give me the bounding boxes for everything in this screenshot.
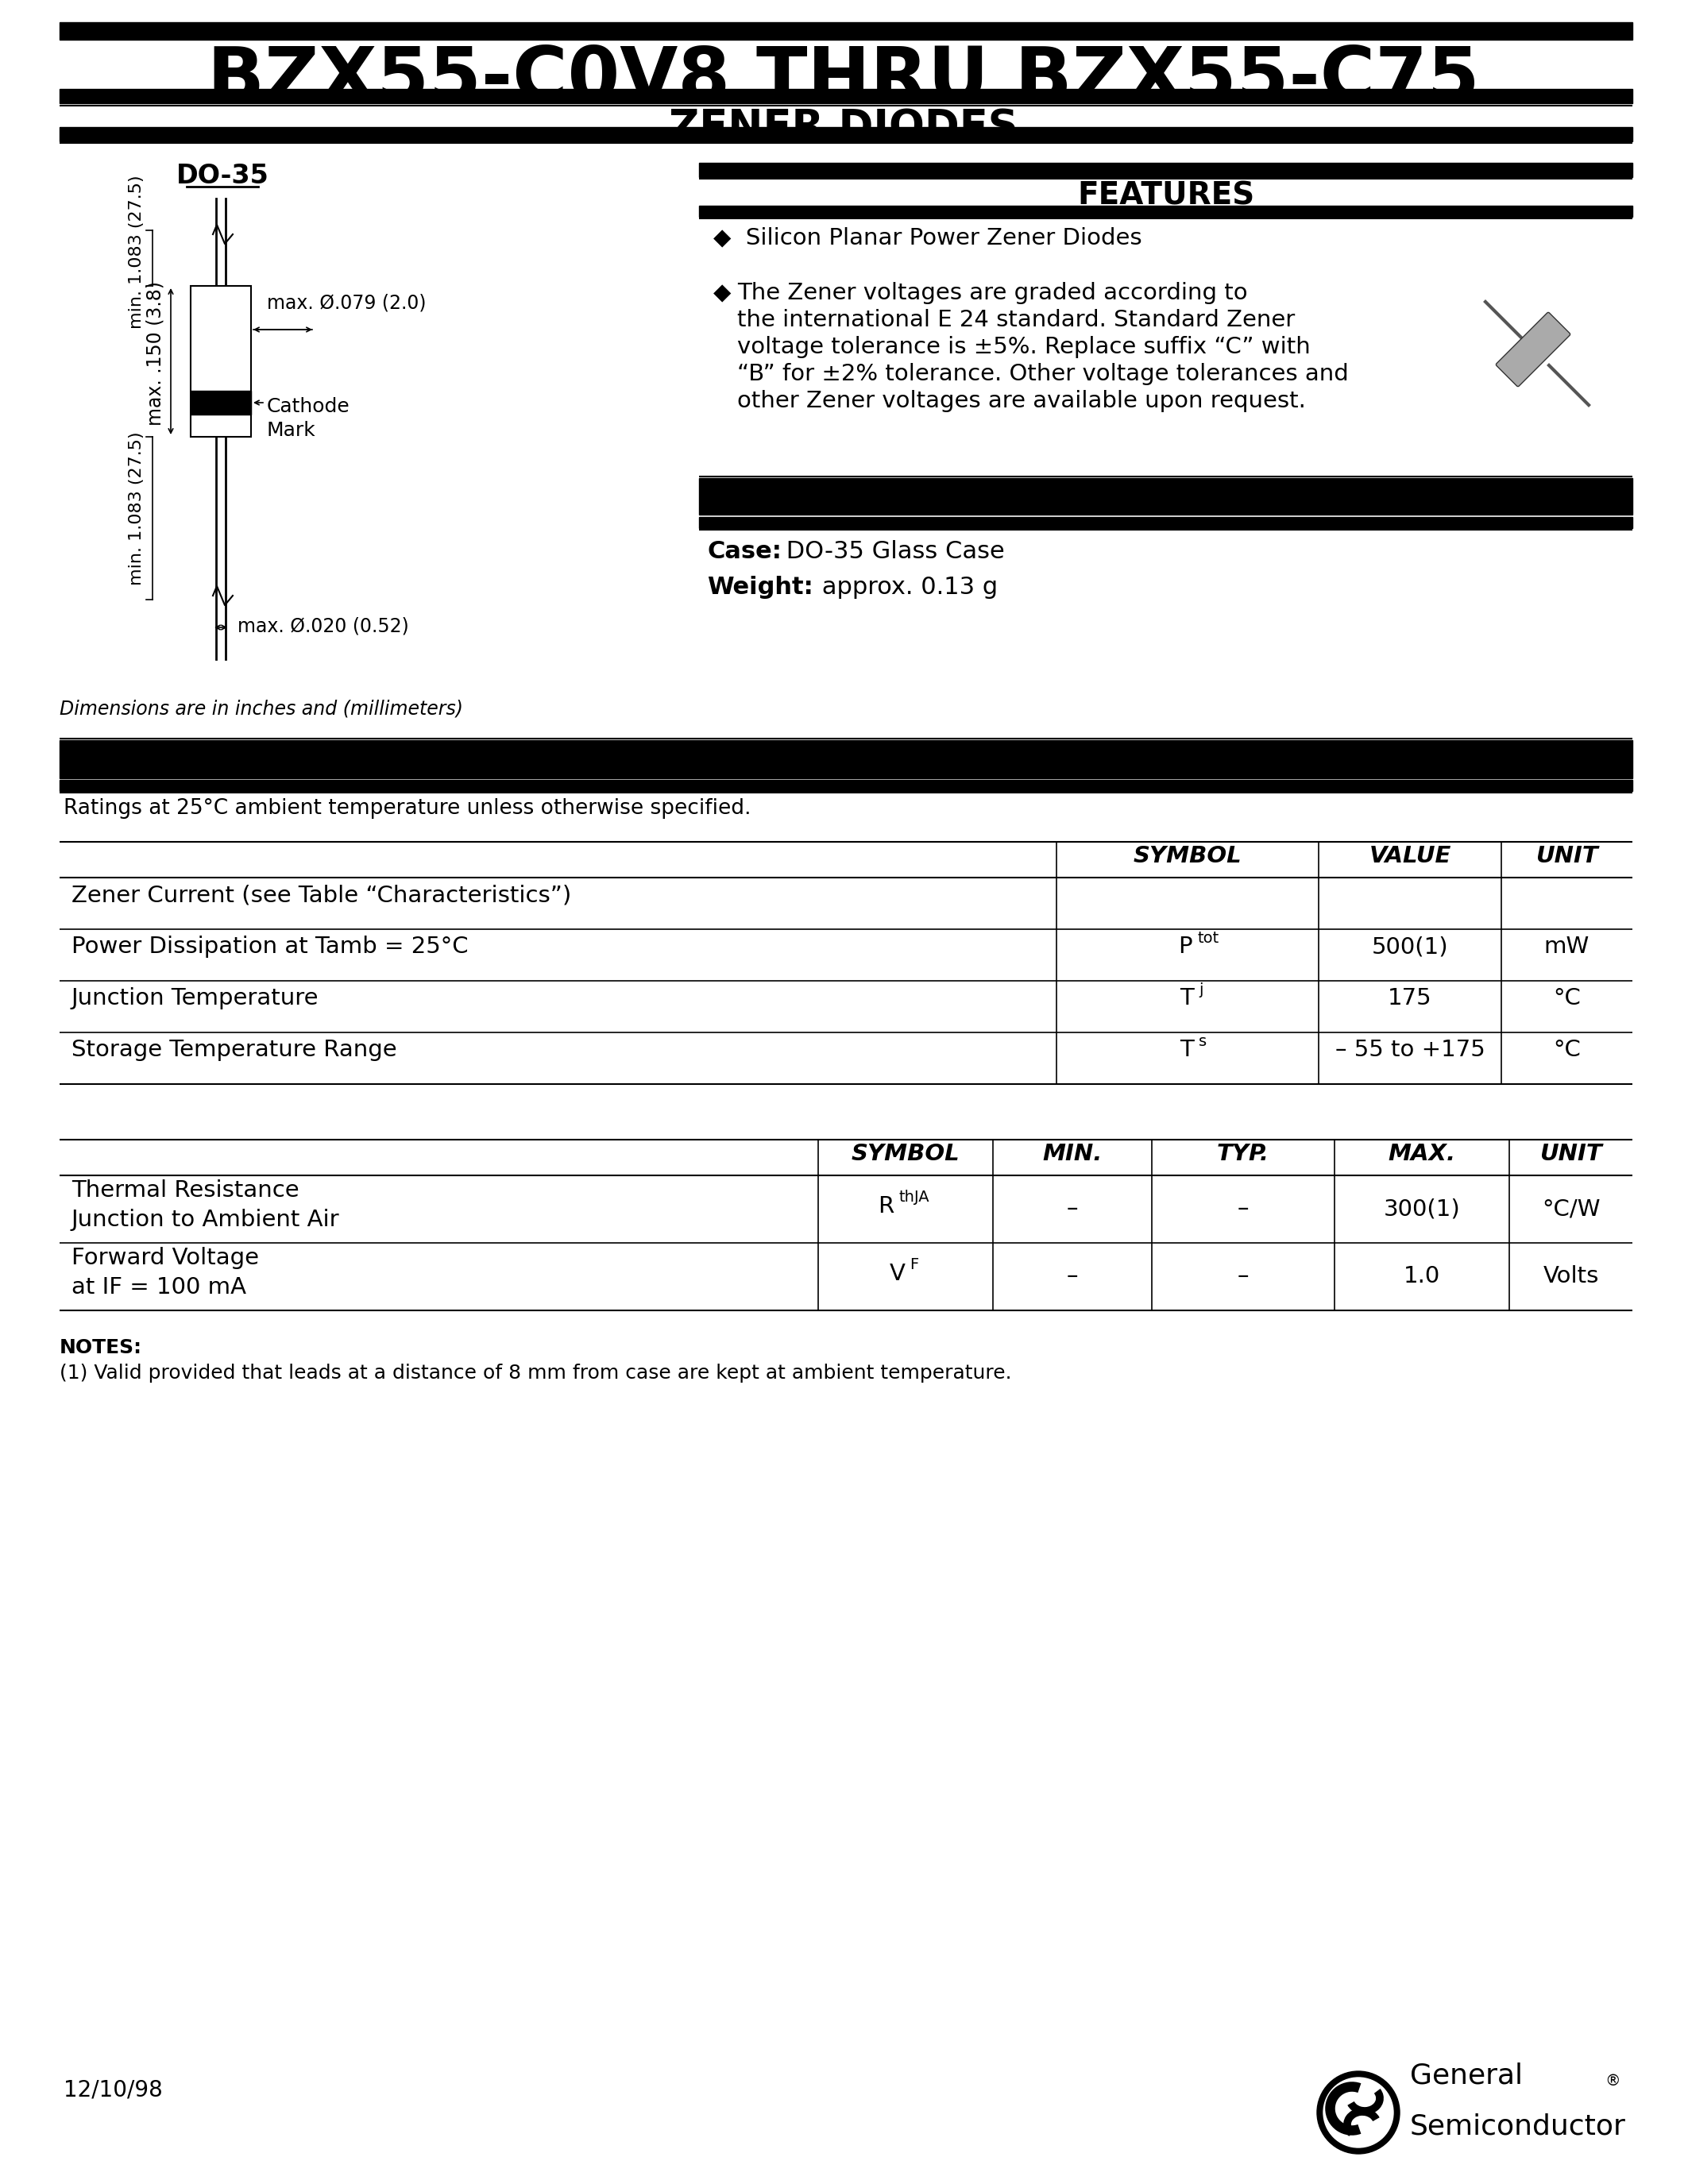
Text: j: j bbox=[1198, 983, 1204, 998]
Text: Zener Current (see Table “Characteristics”): Zener Current (see Table “Characteristic… bbox=[71, 885, 571, 906]
Text: Case:: Case: bbox=[707, 539, 782, 563]
Bar bbox=[59, 90, 1632, 103]
Text: BZX55-C0V8 THRU BZX55-C75: BZX55-C0V8 THRU BZX55-C75 bbox=[208, 44, 1480, 116]
Text: UNIT: UNIT bbox=[1536, 845, 1599, 867]
Bar bbox=[59, 22, 1632, 39]
Text: P: P bbox=[1178, 935, 1192, 959]
Text: R: R bbox=[878, 1195, 895, 1216]
Text: Junction to Ambient Air: Junction to Ambient Air bbox=[71, 1208, 339, 1232]
Text: MAXIMUM RATINGS: MAXIMUM RATINGS bbox=[650, 743, 1038, 775]
Text: approx. 0.13 g: approx. 0.13 g bbox=[814, 577, 998, 598]
Text: Ratings at 25°C ambient temperature unless otherwise specified.: Ratings at 25°C ambient temperature unle… bbox=[64, 797, 751, 819]
Text: min. 1.083 (27.5): min. 1.083 (27.5) bbox=[128, 432, 145, 585]
Text: DO-35: DO-35 bbox=[176, 164, 268, 190]
Text: Volts: Volts bbox=[1543, 1265, 1599, 1286]
Text: Forward Voltage: Forward Voltage bbox=[71, 1247, 258, 1269]
Text: NOTES:: NOTES: bbox=[59, 1339, 142, 1356]
Text: – 55 to +175: – 55 to +175 bbox=[1335, 1040, 1485, 1061]
Text: The Zener voltages are graded according to: The Zener voltages are graded according … bbox=[738, 282, 1247, 304]
Text: Mark: Mark bbox=[267, 422, 316, 439]
Text: VALUE: VALUE bbox=[1369, 845, 1452, 867]
Text: UNIT: UNIT bbox=[1539, 1142, 1602, 1164]
Text: Junction Temperature: Junction Temperature bbox=[71, 987, 319, 1009]
Text: ZENER DIODES: ZENER DIODES bbox=[668, 107, 1018, 149]
Bar bbox=[59, 780, 1632, 791]
Text: Semiconductor: Semiconductor bbox=[1409, 2114, 1626, 2140]
Text: General: General bbox=[1409, 2062, 1523, 2088]
Text: Cathode: Cathode bbox=[267, 397, 349, 417]
Text: (1) Valid provided that leads at a distance of 8 mm from case are kept at ambien: (1) Valid provided that leads at a dista… bbox=[59, 1363, 1011, 1382]
Text: Storage Temperature Range: Storage Temperature Range bbox=[71, 1040, 397, 1061]
Text: SYMBOL: SYMBOL bbox=[851, 1142, 960, 1164]
Text: max. Ø.079 (2.0): max. Ø.079 (2.0) bbox=[267, 293, 425, 312]
Circle shape bbox=[1323, 2077, 1393, 2147]
Text: –: – bbox=[1237, 1197, 1249, 1221]
Bar bbox=[699, 518, 1632, 529]
Text: Dimensions are in inches and (millimeters): Dimensions are in inches and (millimeter… bbox=[59, 699, 463, 719]
Bar bbox=[59, 740, 1632, 778]
Bar bbox=[699, 205, 1632, 216]
Text: °C/W: °C/W bbox=[1541, 1197, 1600, 1221]
Text: ®: ® bbox=[1605, 2073, 1620, 2088]
Text: other Zener voltages are available upon request.: other Zener voltages are available upon … bbox=[738, 391, 1307, 413]
Text: T: T bbox=[1180, 987, 1193, 1009]
Text: –: – bbox=[1067, 1265, 1079, 1286]
Text: 300(1): 300(1) bbox=[1384, 1197, 1460, 1221]
Text: ◆  Silicon Planar Power Zener Diodes: ◆ Silicon Planar Power Zener Diodes bbox=[714, 227, 1143, 249]
Text: SYMBOL: SYMBOL bbox=[1133, 845, 1242, 867]
Text: the international E 24 standard. Standard Zener: the international E 24 standard. Standar… bbox=[738, 308, 1295, 332]
Text: Power Dissipation at Tamb = 25°C: Power Dissipation at Tamb = 25°C bbox=[71, 935, 468, 959]
Bar bbox=[699, 478, 1632, 515]
Text: tot: tot bbox=[1197, 930, 1219, 946]
Text: TYP.: TYP. bbox=[1217, 1142, 1269, 1164]
Text: Weight:: Weight: bbox=[707, 577, 814, 598]
Bar bbox=[191, 391, 252, 415]
Text: MAX.: MAX. bbox=[1388, 1142, 1455, 1164]
Text: at IF = 100 mA: at IF = 100 mA bbox=[71, 1275, 246, 1299]
Text: MECHANICAL DATA: MECHANICAL DATA bbox=[1001, 480, 1330, 509]
Bar bbox=[191, 286, 252, 437]
Text: s: s bbox=[1198, 1033, 1207, 1048]
Text: 500(1): 500(1) bbox=[1372, 935, 1448, 959]
Text: max. Ø.020 (0.52): max. Ø.020 (0.52) bbox=[238, 616, 408, 636]
Text: ◆: ◆ bbox=[714, 282, 731, 304]
Text: thJA: thJA bbox=[900, 1190, 930, 1206]
Text: MIN.: MIN. bbox=[1043, 1142, 1102, 1164]
Bar bbox=[699, 164, 1632, 177]
Text: –: – bbox=[1237, 1265, 1249, 1286]
Text: voltage tolerance is ±5%. Replace suffix “C” with: voltage tolerance is ±5%. Replace suffix… bbox=[738, 336, 1310, 358]
Text: max. .150 (3.8): max. .150 (3.8) bbox=[145, 282, 164, 426]
Text: V: V bbox=[890, 1262, 905, 1284]
Text: min. 1.083 (27.5): min. 1.083 (27.5) bbox=[128, 175, 145, 330]
Text: Thermal Resistance: Thermal Resistance bbox=[71, 1179, 299, 1201]
Text: –: – bbox=[1067, 1197, 1079, 1221]
Bar bbox=[59, 127, 1632, 142]
Text: °C: °C bbox=[1553, 987, 1580, 1009]
Text: “B” for ±2% tolerance. Other voltage tolerances and: “B” for ±2% tolerance. Other voltage tol… bbox=[738, 363, 1349, 384]
Text: 12/10/98: 12/10/98 bbox=[64, 2079, 162, 2101]
Text: FEATURES: FEATURES bbox=[1077, 181, 1254, 210]
Text: °C: °C bbox=[1553, 1040, 1580, 1061]
Text: DO-35 Glass Case: DO-35 Glass Case bbox=[778, 539, 1004, 563]
Text: mW: mW bbox=[1545, 935, 1590, 959]
FancyBboxPatch shape bbox=[1496, 312, 1570, 387]
Circle shape bbox=[1317, 2070, 1399, 2153]
Text: T: T bbox=[1180, 1040, 1193, 1061]
Text: F: F bbox=[910, 1258, 918, 1273]
Text: 175: 175 bbox=[1388, 987, 1431, 1009]
Text: 1.0: 1.0 bbox=[1403, 1265, 1440, 1286]
